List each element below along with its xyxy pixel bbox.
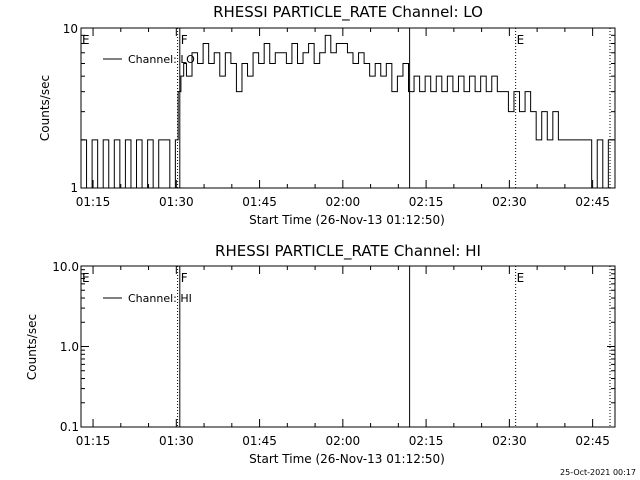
plot-lo-ylabel: Counts/sec xyxy=(38,75,52,141)
footer-timestamp: 25-Oct-2021 00:17 xyxy=(560,468,636,477)
plot-lo-ytick-10: 10 xyxy=(63,22,78,36)
lo-marker-e: E xyxy=(82,33,90,47)
plot-lo-series xyxy=(81,34,614,189)
lo-xtick-label: 01:30 xyxy=(159,195,194,209)
lo-marker-e: E xyxy=(517,33,525,47)
plot-lo-title: RHESSI PARTICLE_RATE Channel: LO xyxy=(213,3,483,22)
plot-hi-legend-label: Channel: HI xyxy=(128,292,192,305)
hi-xtick-label: 01:45 xyxy=(242,434,277,448)
lo-xtick-label: 02:30 xyxy=(492,195,527,209)
hi-marker-e: E xyxy=(82,271,90,285)
hi-xtick-label: 01:15 xyxy=(76,434,111,448)
hi-xtick-label: 01:30 xyxy=(159,434,194,448)
lo-xtick-label: 02:15 xyxy=(409,195,444,209)
plot-hi-ytick-10: 10.0 xyxy=(52,260,79,274)
plot-hi-frame xyxy=(80,265,616,428)
plot-hi-xlabel: Start Time (26-Nov-13 01:12:50) xyxy=(249,452,445,466)
lo-xtick-label: 01:45 xyxy=(242,195,277,209)
lo-xtick-label: 02:45 xyxy=(575,195,610,209)
plot-hi-vertical-lines xyxy=(177,266,611,427)
hi-xtick-label: 02:15 xyxy=(409,434,444,448)
plot-hi: RHESSI PARTICLE_RATE Channel: HI 10.0 1.… xyxy=(25,242,616,466)
plot-hi-ticks xyxy=(81,266,615,428)
plot-lo-legend-label: Channel: LO xyxy=(128,53,195,66)
plot-hi-title: RHESSI PARTICLE_RATE Channel: HI xyxy=(215,242,481,261)
plot-lo-ticks xyxy=(81,28,615,189)
lo-xtick-label: 02:00 xyxy=(326,195,361,209)
lo-series-line xyxy=(81,34,614,189)
hi-xtick-label: 02:00 xyxy=(326,434,361,448)
plot-lo-ytick-1: 1 xyxy=(70,181,78,195)
plot-lo-vertical-lines xyxy=(177,28,611,188)
hi-marker-e: E xyxy=(517,271,525,285)
hi-xtick-label: 02:45 xyxy=(575,434,610,448)
plot-lo-xtick-labels: 01:15 01:30 01:45 02:00 02:15 02:30 02:45 xyxy=(76,195,610,209)
plot-lo: RHESSI PARTICLE_RATE Channel: LO 10 1 01… xyxy=(38,3,616,227)
plot-hi-ytick-01: 0.1 xyxy=(60,420,79,434)
plot-lo-xlabel: Start Time (26-Nov-13 01:12:50) xyxy=(249,213,445,227)
plot-hi-xtick-labels: 01:15 01:30 01:45 02:00 02:15 02:30 02:45 xyxy=(76,434,610,448)
hi-marker-f: F xyxy=(181,271,188,285)
hi-xtick-label: 02:30 xyxy=(492,434,527,448)
plot-lo-frame xyxy=(80,27,616,189)
plot-hi-ytick-1: 1.0 xyxy=(60,340,79,354)
lo-xtick-label: 01:15 xyxy=(76,195,111,209)
plot-hi-ylabel: Counts/sec xyxy=(25,314,39,380)
lo-marker-f: F xyxy=(181,33,188,47)
